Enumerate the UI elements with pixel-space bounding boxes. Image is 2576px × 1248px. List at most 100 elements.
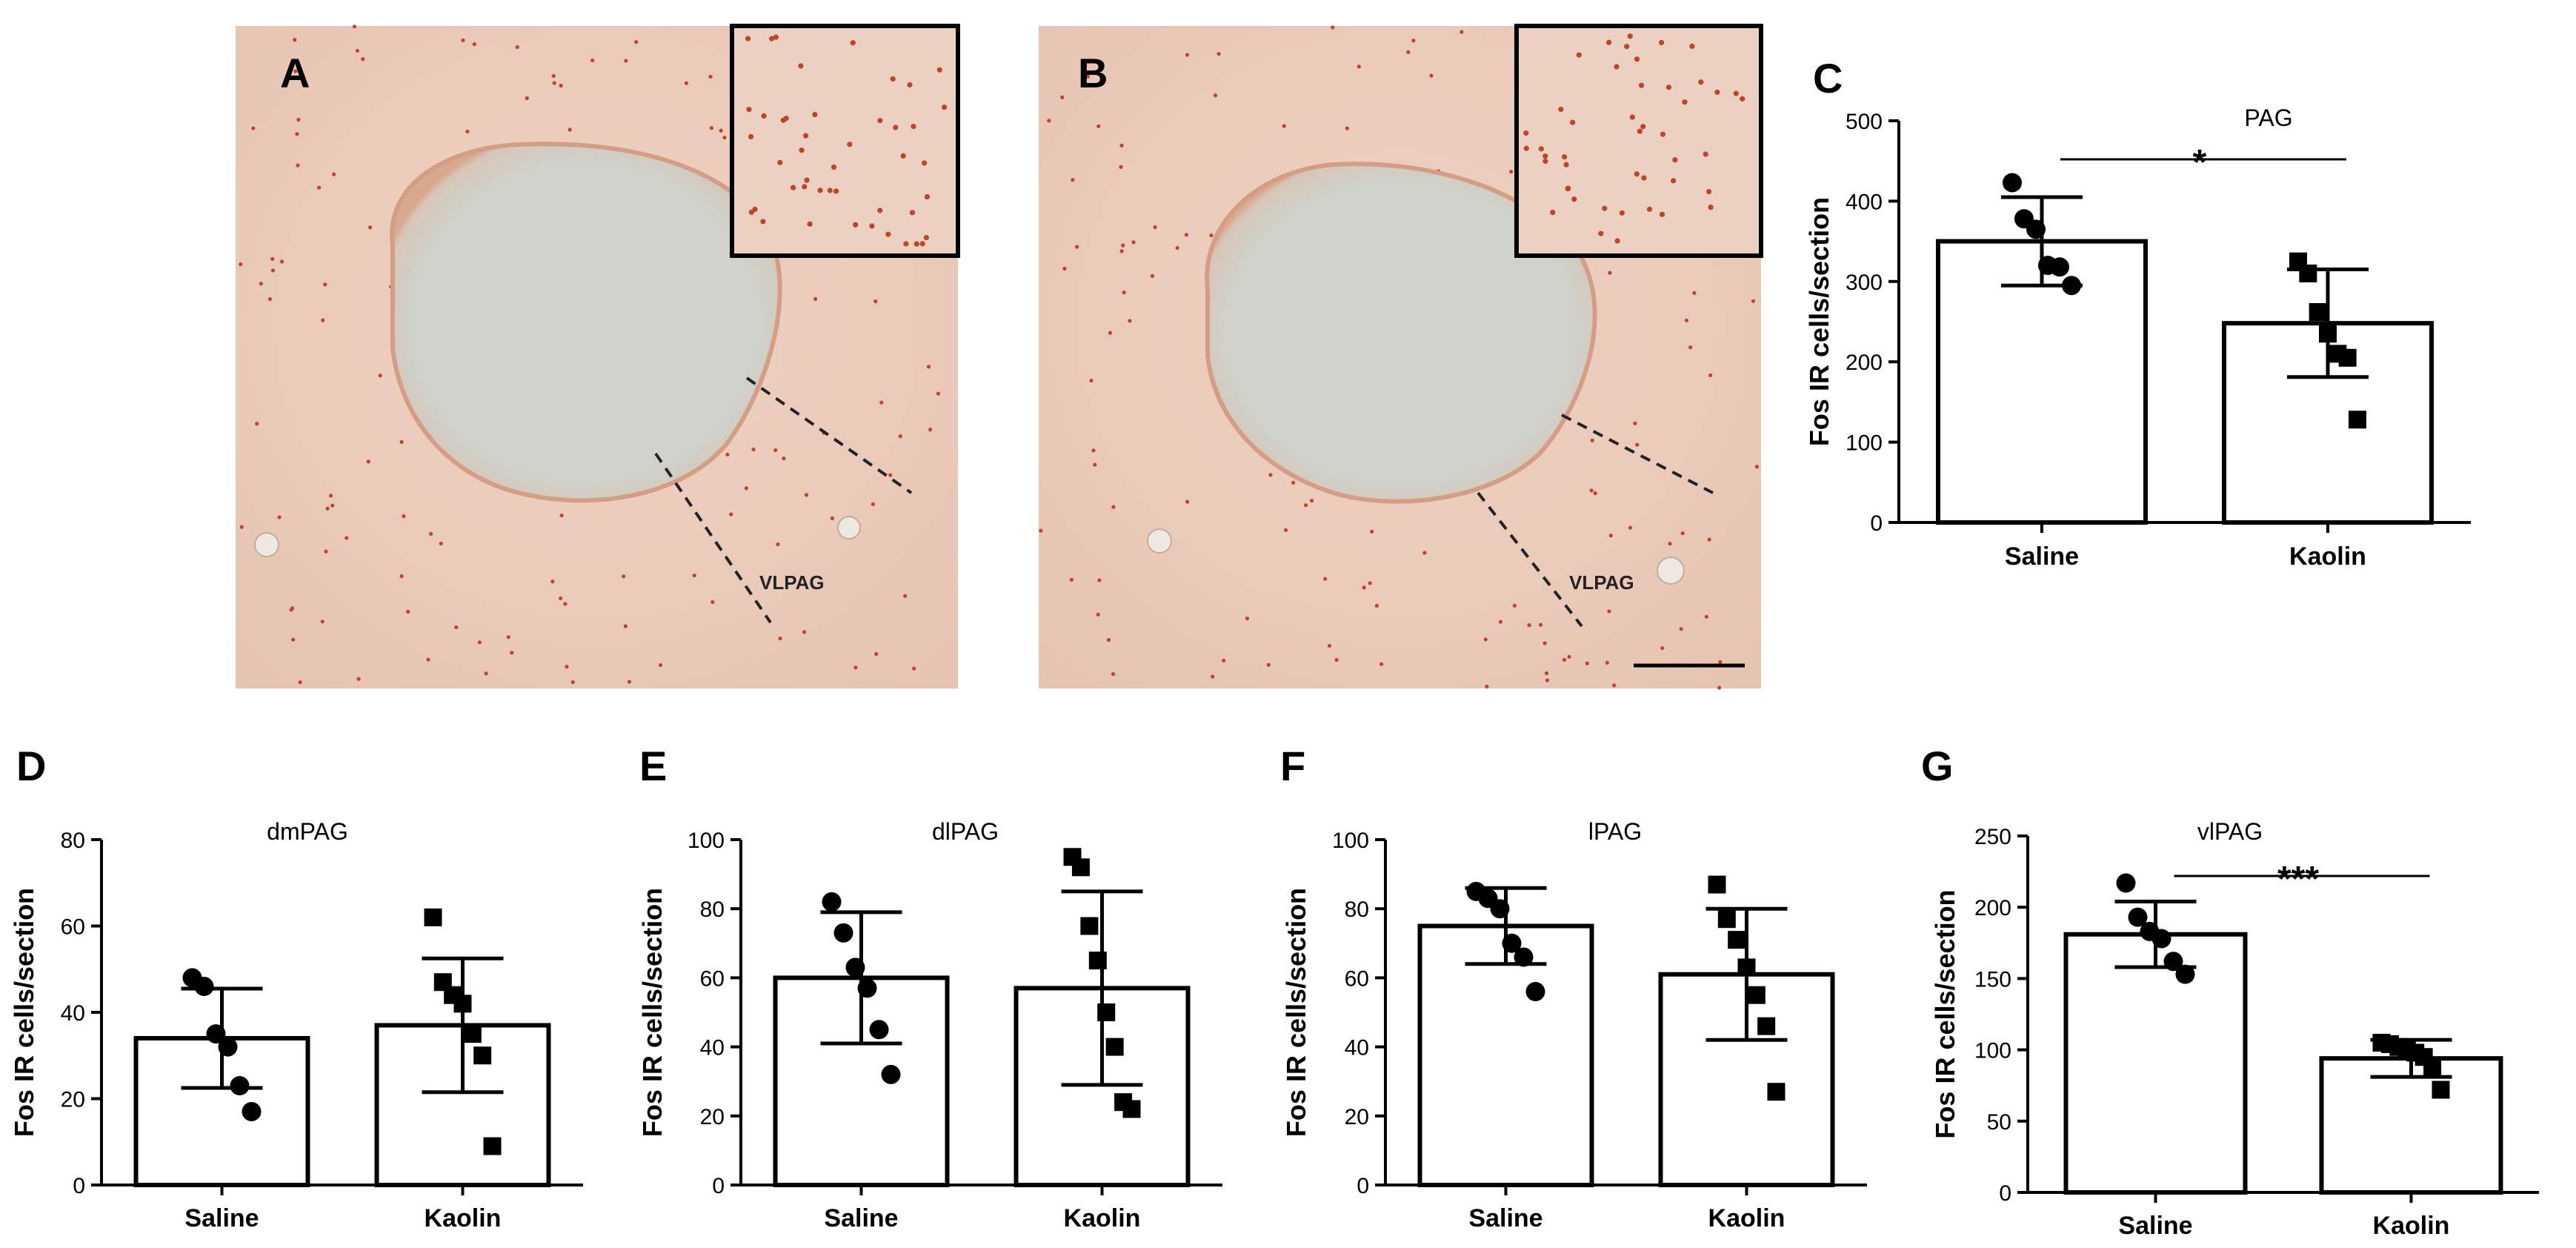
- y-axis-label: Fos IR cells/section: [1930, 889, 1960, 1138]
- stained-cell: [267, 296, 273, 302]
- data-point: [1080, 917, 1099, 935]
- stained-cell: [1122, 291, 1126, 295]
- stained-cell: [1576, 52, 1582, 58]
- stained-cell: [402, 514, 406, 519]
- chart-title: lPAG: [1588, 818, 1642, 845]
- y-tick-label: 80: [700, 897, 725, 922]
- stained-cell: [251, 126, 256, 130]
- stained-cell: [1085, 74, 1090, 79]
- data-point: [1088, 952, 1107, 970]
- stained-cell: [368, 225, 373, 230]
- micrograph-a-lesion: [390, 142, 782, 503]
- x-tick-label: Saline: [2005, 542, 2079, 571]
- data-point: [463, 1025, 482, 1043]
- stained-cell: [1485, 684, 1489, 688]
- stained-cell: [1612, 683, 1617, 688]
- stained-cell: [692, 573, 696, 578]
- stained-cell: [1718, 660, 1723, 664]
- stained-cell: [1561, 154, 1568, 160]
- stained-cell: [1754, 465, 1759, 469]
- stained-cell: [1544, 671, 1549, 675]
- stained-cell: [627, 680, 632, 684]
- data-point: [194, 977, 214, 997]
- stained-cell: [270, 268, 276, 273]
- data-point: [1728, 931, 1746, 949]
- stained-cell: [1671, 178, 1677, 184]
- stained-cell: [1563, 162, 1569, 167]
- x-tick-label: Saline: [824, 1204, 898, 1232]
- stained-cell: [1184, 233, 1188, 237]
- stained-cell: [1071, 178, 1075, 182]
- stained-cell: [708, 74, 713, 79]
- stained-cell: [1483, 637, 1488, 642]
- stained-cell: [1069, 577, 1074, 582]
- stained-cell: [913, 241, 919, 247]
- stained-cell: [1542, 641, 1547, 645]
- stained-cell: [399, 574, 404, 579]
- stained-cell: [1119, 143, 1124, 147]
- stained-cell: [1185, 499, 1190, 504]
- data-point: [845, 957, 865, 978]
- stained-cell: [345, 536, 349, 540]
- stained-cell: [356, 677, 361, 681]
- stained-cell: [1217, 52, 1221, 56]
- stained-cell: [1640, 124, 1646, 130]
- stained-cell: [900, 153, 906, 159]
- stained-cell: [255, 422, 259, 426]
- data-point: [2319, 325, 2337, 343]
- stained-cell: [919, 241, 925, 247]
- stained-cell: [911, 123, 916, 130]
- micrograph-a-vessel: [837, 516, 861, 540]
- stained-cell: [295, 132, 299, 136]
- stained-cell: [352, 24, 357, 29]
- stained-cell: [1619, 210, 1625, 216]
- stained-cell: [888, 473, 893, 477]
- stained-cell: [830, 516, 835, 521]
- stained-cell: [924, 193, 930, 200]
- y-axis-label: Fos IR cells/section: [637, 888, 668, 1137]
- stained-cell: [783, 116, 789, 122]
- stained-cell: [1708, 205, 1714, 210]
- stained-cell: [799, 147, 805, 153]
- stained-cell: [428, 531, 433, 536]
- stained-cell: [1646, 206, 1653, 212]
- stained-cell: [1089, 378, 1094, 383]
- stained-cell: [923, 234, 929, 241]
- stained-cell: [298, 680, 302, 685]
- data-point: [206, 1024, 226, 1044]
- chart-title: dmPAG: [267, 818, 348, 845]
- stained-cell: [1266, 663, 1271, 667]
- x-tick-label: Kaolin: [1064, 1204, 1141, 1232]
- stained-cell: [898, 434, 902, 439]
- stained-cell: [590, 58, 595, 63]
- stained-cell: [477, 640, 482, 645]
- stained-cell: [812, 111, 818, 118]
- stained-cell: [1602, 205, 1608, 211]
- stained-cell: [552, 81, 556, 85]
- stained-cell: [293, 69, 298, 73]
- stained-cell: [1498, 620, 1503, 624]
- y-tick-label: 60: [700, 966, 725, 991]
- stained-cell: [277, 515, 282, 520]
- stained-cell: [1222, 658, 1226, 663]
- x-tick-label: Saline: [1468, 1204, 1542, 1232]
- stained-cell: [1303, 503, 1308, 508]
- stained-cell: [551, 73, 556, 79]
- stained-cell: [320, 620, 325, 624]
- stained-cell: [1150, 273, 1155, 278]
- micrograph-b-lesion: [1205, 162, 1597, 504]
- data-point: [1767, 1083, 1785, 1101]
- data-point: [833, 923, 853, 943]
- stained-cell: [1689, 43, 1695, 49]
- y-tick-label: 20: [1345, 1105, 1369, 1129]
- micrograph-a-vessel: [254, 532, 279, 557]
- stained-cell: [1213, 93, 1218, 98]
- stained-cell: [1550, 209, 1556, 216]
- data-point: [1708, 875, 1726, 894]
- stained-cell: [1283, 528, 1288, 532]
- stained-cell: [1460, 30, 1464, 34]
- stained-cell: [1422, 551, 1427, 555]
- data-point: [1122, 1100, 1141, 1118]
- stained-cell: [510, 651, 514, 655]
